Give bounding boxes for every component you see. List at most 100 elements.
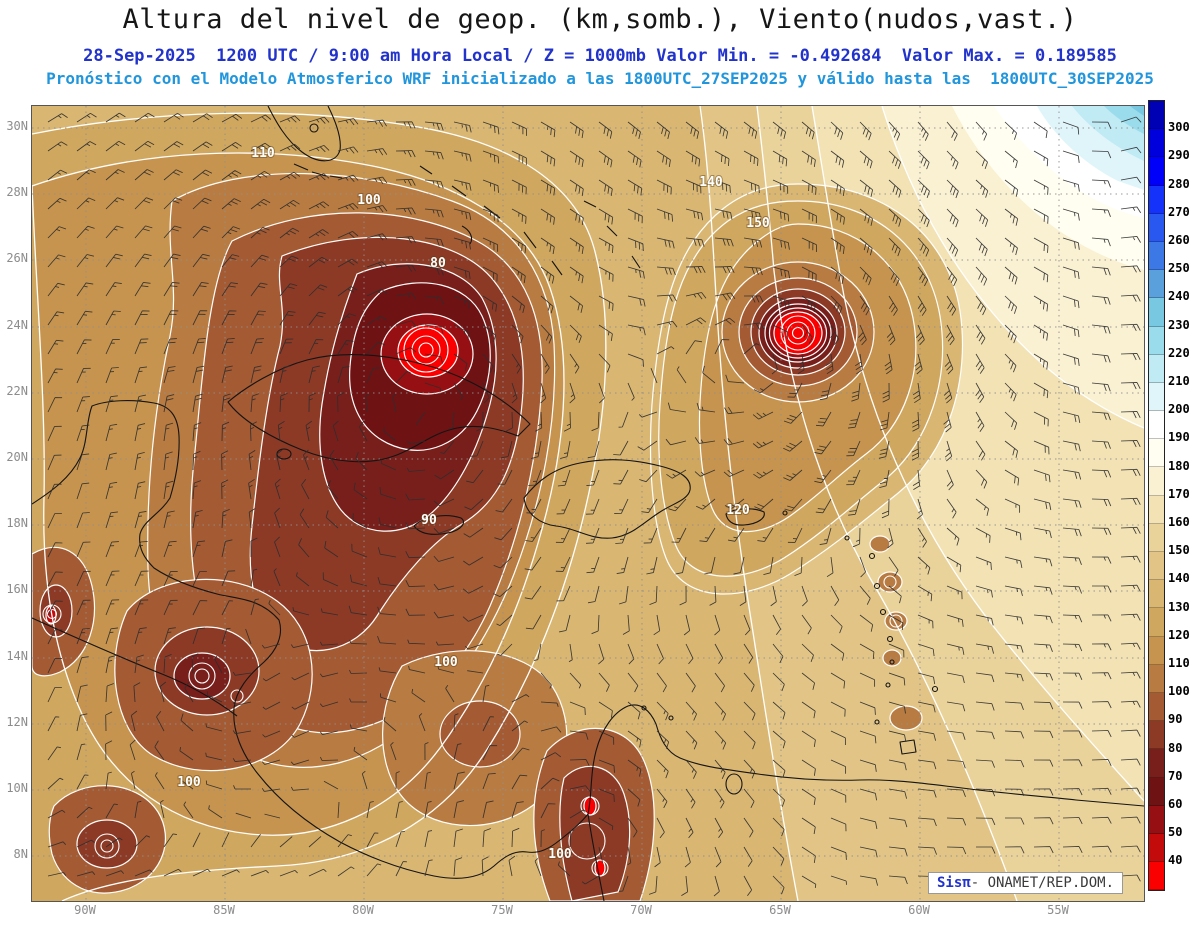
island-dot [885, 682, 891, 688]
lake-maracaibo [725, 773, 743, 795]
small-ring [591, 859, 609, 877]
contour-label-100: 100 [177, 775, 201, 790]
island-dot [879, 608, 887, 616]
colorbar-label: 140 [1168, 571, 1190, 586]
coastline-puerto-rico [725, 508, 765, 526]
colorbar-label: 240 [1168, 289, 1190, 304]
colorbar-label: 220 [1168, 345, 1190, 360]
patch-southcenter-inner [439, 700, 521, 768]
small-ring [94, 833, 120, 859]
coastline-trinidad [899, 739, 917, 755]
lat-tick-label: 12N [6, 714, 28, 729]
contour-label-150: 150 [746, 216, 770, 231]
lon-tick-label: 90W [74, 903, 96, 917]
colorbar-cell-290 [1149, 129, 1164, 158]
colorbar-cell-260 [1149, 213, 1164, 242]
colorbar-cell-180 [1149, 439, 1164, 468]
contour-label-110: 110 [251, 146, 275, 161]
island-dot [889, 659, 895, 665]
coastline-bahamas [419, 165, 641, 276]
colorbar-cell-220 [1149, 326, 1164, 355]
coastlines [32, 106, 1144, 901]
colorbar-label: 230 [1168, 317, 1190, 332]
colorbar-cell-140 [1149, 552, 1164, 581]
island-dot [782, 510, 788, 516]
coastline-florida-keys [293, 163, 343, 179]
lat-tick-label: 20N [6, 450, 28, 464]
lake-okeechobee [309, 123, 319, 133]
lat-tick-label: 28N [6, 185, 28, 200]
colorbar-label: 250 [1168, 261, 1190, 276]
colorbar-label: 110 [1168, 656, 1190, 670]
contour-line-170 [881, 106, 1144, 429]
lat-tick-label: 18N [6, 516, 28, 531]
contour-label-140: 140 [699, 175, 723, 190]
island-dot [668, 715, 674, 721]
contour-label-100: 100 [357, 193, 381, 208]
small-ring [100, 839, 114, 853]
colorbar-label: 180 [1168, 458, 1190, 473]
colorbar-label: 120 [1168, 627, 1190, 642]
colorbar-cell-70 [1149, 749, 1164, 778]
coastline-cuba [227, 354, 531, 463]
contour-label-80: 80 [430, 256, 446, 271]
colorbar-label: 200 [1168, 402, 1190, 417]
small-ring [230, 689, 244, 703]
colorbar-cell-200 [1149, 382, 1164, 412]
contour-lines [32, 106, 1144, 901]
contour-line-140 [699, 106, 799, 901]
colorbar-cell-100 [1149, 664, 1164, 693]
low-nicaragua-core [173, 652, 231, 700]
small-ring [194, 668, 210, 684]
lon-tick-label: 75W [491, 903, 513, 917]
island-dot [931, 685, 939, 693]
colorbar-cell-40 [1149, 833, 1164, 863]
colorbar-label: 270 [1168, 204, 1190, 219]
colorbar-cell-270 [1149, 185, 1164, 214]
low-bottomleft-mid [76, 819, 138, 869]
low-colombia-mid [559, 765, 631, 901]
contour-line-120 [32, 152, 565, 836]
colorbar-cell-50 [1149, 805, 1164, 834]
small-ring [889, 614, 903, 628]
colorbar-cell-160 [1149, 495, 1164, 524]
colorbar-label: 170 [1168, 486, 1190, 501]
island-dot [886, 635, 894, 643]
island-dot [844, 535, 850, 541]
chart-title: Altura del nivel de geop. (km,somb.), Vi… [122, 4, 1078, 35]
colorbar-label: 40 [1168, 853, 1183, 868]
colorbar-cell-240 [1149, 270, 1164, 299]
island-dot [868, 552, 876, 560]
lat-tick-label: 26N [6, 251, 28, 266]
colorbar-cell-170 [1149, 467, 1164, 496]
contour-label-100: 100 [434, 655, 458, 670]
gulf-core-ring [418, 342, 434, 358]
colorbar [1148, 100, 1165, 892]
coastline-lesser-antilles [641, 510, 939, 725]
credit-brand: Sisπ [937, 875, 971, 891]
lat-tick-label: 30N [6, 119, 28, 133]
lon-tick-label: 85W [213, 903, 235, 917]
colorbar-label: 260 [1168, 233, 1190, 247]
colorbar-label: 50 [1168, 825, 1183, 840]
colorbar-label: 100 [1168, 684, 1190, 699]
coastline-jamaica [413, 515, 465, 535]
wind-barbs [47, 112, 1142, 897]
island-dot [641, 705, 647, 711]
lat-tick-label: 8N [13, 847, 28, 862]
colorbar-cell-210 [1149, 354, 1164, 383]
colorbar-label: 70 [1168, 768, 1183, 783]
colorbar-cell-150 [1149, 523, 1164, 552]
grid-lon-lines [85, 106, 1060, 901]
contour-label-120: 120 [726, 503, 750, 518]
colorbar-label: 80 [1168, 740, 1183, 755]
coastline-hispaniola [523, 459, 691, 539]
colorbar-cell-60 [1149, 777, 1164, 806]
small-ring [568, 822, 606, 860]
lon-tick-label: 80W [352, 903, 374, 917]
lon-tick-label: 55W [1047, 903, 1069, 917]
chart-subtitle-validtime: 28-Sep-2025 1200 UTC / 9:00 am Hora Loca… [83, 46, 1117, 66]
contour-labels: 110 100 80 90 100 100 100 140 150 120 [176, 145, 771, 863]
lon-tick-label: 70W [630, 903, 652, 917]
